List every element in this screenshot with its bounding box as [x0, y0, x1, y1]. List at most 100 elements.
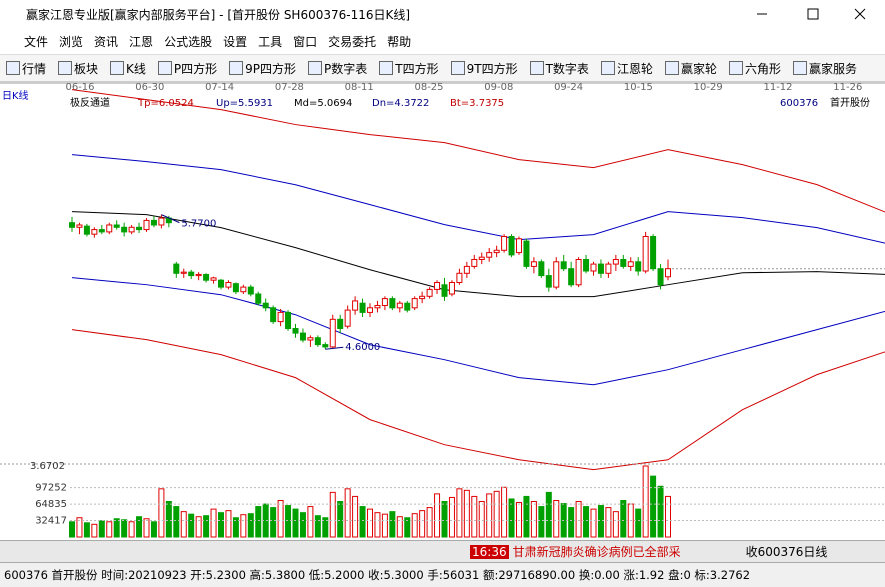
- candle-body: [419, 295, 426, 300]
- plot-area: [0, 82, 885, 540]
- menu-item[interactable]: 窗口: [293, 34, 318, 49]
- volume-bar: [650, 475, 657, 538]
- toolbar-button[interactable]: 9P四方形: [229, 60, 296, 77]
- volume-bar: [590, 508, 597, 538]
- volume-bar: [83, 522, 90, 538]
- menu-item[interactable]: 交易委托: [328, 34, 377, 49]
- candle-body: [635, 261, 642, 272]
- menu-item[interactable]: 文件: [24, 34, 49, 49]
- candle-body: [463, 265, 470, 274]
- volume-bar: [69, 521, 75, 538]
- period-status: 收600376日线: [745, 545, 828, 559]
- toolbar-button[interactable]: P数字表: [308, 60, 367, 77]
- candle-body: [337, 318, 344, 330]
- x-tick-label: 08-25: [414, 82, 443, 93]
- volume-bar: [396, 516, 403, 538]
- candle-body: [344, 309, 351, 327]
- candle-body: [240, 286, 247, 293]
- volume-bar: [583, 506, 590, 538]
- indicator-param: Tp=6.0524: [137, 98, 194, 109]
- candle-body: [314, 337, 321, 346]
- x-tick-label: 11-12: [763, 82, 792, 93]
- candle-body: [195, 273, 202, 277]
- candle-body: [568, 268, 575, 286]
- x-tick-label: 09-08: [484, 82, 513, 93]
- news-text[interactable]: 甘肃新冠肺炎确诊病例已全部采: [512, 545, 681, 559]
- toolbar-button[interactable]: 9T四方形: [450, 60, 518, 77]
- band-line: [71, 154, 885, 244]
- x-tick-label: 10-15: [624, 82, 653, 93]
- news-time: 16:36: [470, 544, 509, 559]
- band-line: [71, 329, 885, 471]
- toolbar-button[interactable]: 行情: [6, 60, 46, 77]
- volume-bar: [620, 499, 627, 538]
- candle-body: [478, 256, 485, 260]
- candle-body: [83, 225, 90, 235]
- candle-body: [523, 240, 530, 267]
- candle-body: [605, 263, 612, 274]
- volume-bar: [530, 501, 537, 538]
- volume-bar: [493, 490, 500, 538]
- news-bar: 16:36 甘肃新冠肺炎确诊病例已全部采 收600376日线: [0, 540, 885, 562]
- volume-bar: [463, 489, 470, 538]
- volume-bar: [612, 511, 619, 538]
- band-line: [71, 211, 885, 298]
- volume-bar: [121, 519, 128, 538]
- menu-item[interactable]: 江恩: [129, 34, 154, 49]
- y-tick-label: 97252: [35, 483, 67, 494]
- candle-body: [612, 258, 619, 265]
- x-tick-label: 11-26: [833, 82, 862, 93]
- window-controls[interactable]: [745, 0, 885, 28]
- candle-body: [247, 286, 254, 295]
- menu-item[interactable]: 工具: [258, 34, 283, 49]
- menu-item[interactable]: 资讯: [94, 34, 119, 49]
- menu-item[interactable]: 浏览: [59, 34, 84, 49]
- candle-body: [620, 258, 627, 267]
- volume-bar: [232, 517, 239, 538]
- candle-body: [292, 328, 299, 334]
- menu-item[interactable]: 帮助: [387, 34, 412, 49]
- toolbar-button[interactable]: 赢家服务: [792, 60, 857, 77]
- volume-bar: [605, 507, 612, 538]
- toolbar-button[interactable]: 六角形: [728, 60, 781, 77]
- candle-body: [285, 311, 292, 330]
- volume-bar: [553, 499, 560, 538]
- candle-body: [121, 226, 128, 233]
- toolbar-button[interactable]: 板块: [58, 60, 98, 77]
- volume-bar: [538, 506, 545, 538]
- candle-body: [270, 307, 277, 323]
- menu-item[interactable]: 公式选股: [164, 34, 213, 49]
- volume-top-label: 3.6702: [30, 461, 65, 472]
- candle-body: [210, 277, 217, 281]
- volume-bar: [247, 513, 254, 538]
- candle-body: [307, 337, 314, 341]
- volume-bar: [329, 491, 336, 538]
- candle-body: [329, 318, 336, 348]
- y-tick-label: 64835: [35, 499, 67, 510]
- toolbar-button[interactable]: P四方形: [157, 60, 217, 77]
- candle-body: [381, 298, 388, 307]
- volume-bar: [98, 520, 105, 538]
- x-tick-label: 07-28: [275, 82, 304, 93]
- volume-bar: [523, 495, 530, 538]
- toolbar-button[interactable]: T四方形: [379, 60, 439, 77]
- toolbar-button[interactable]: K线: [110, 60, 146, 77]
- toolbar-button[interactable]: T数字表: [529, 60, 589, 77]
- candle-body: [471, 258, 478, 267]
- toolbar-button[interactable]: 赢家轮: [664, 60, 717, 77]
- menu-item[interactable]: 设置: [223, 34, 248, 49]
- volume-bar: [471, 495, 478, 538]
- candle-body: [374, 305, 381, 309]
- x-tick-label: 09-24: [554, 82, 583, 93]
- x-tick-label: 10-29: [694, 82, 723, 93]
- volume-bar: [411, 513, 418, 538]
- toolbar-button[interactable]: 江恩轮: [600, 60, 653, 77]
- volume-bar: [158, 488, 165, 538]
- volume-bar: [426, 507, 433, 538]
- candle-body: [143, 219, 150, 231]
- menu-bar: 文件 浏览 资讯 江恩 公式选股 设置 工具 窗口 交易委托 帮助: [0, 28, 885, 54]
- candle-body: [590, 263, 597, 272]
- candle-body: [113, 224, 120, 228]
